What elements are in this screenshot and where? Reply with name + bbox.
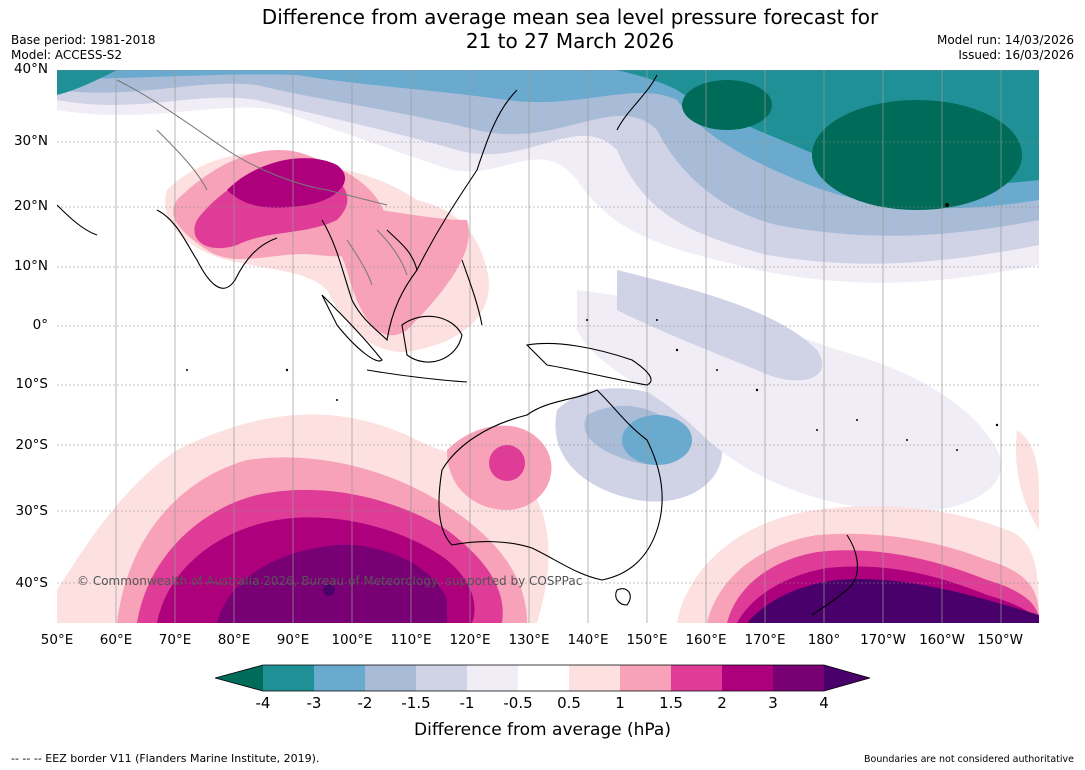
colorbar-tick: 4 <box>819 694 829 712</box>
colorbar-swatch <box>773 665 824 691</box>
model-run: Model run: 14/03/2026 <box>936 33 1074 47</box>
colorbar-swatch <box>671 665 722 691</box>
colorbar-swatch <box>620 665 671 691</box>
colorbar-tick: -3 <box>306 694 322 712</box>
lon-label: 120°E <box>449 632 491 648</box>
lon-label: 150°E <box>626 632 668 648</box>
lon-label: 160°E <box>685 632 727 648</box>
eez-legend: -- -- -- EEZ border V11 (Flanders Marine… <box>11 752 320 765</box>
lat-label: 20°S <box>15 437 49 453</box>
colorbar-tick: 3 <box>768 694 778 712</box>
lat-label: 40°S <box>15 575 49 591</box>
lat-label: 0° <box>32 317 48 333</box>
lon-label: 100°E <box>331 632 373 648</box>
lon-label: 170°E <box>744 632 786 648</box>
lat-label: 20°N <box>13 198 48 214</box>
lon-label: 80°E <box>217 632 251 648</box>
colorbar-tick: -1.5 <box>401 694 431 712</box>
lat-label: 10°S <box>15 376 49 392</box>
lat-label: 40°N <box>13 61 48 77</box>
colorbar-swatch <box>365 665 416 691</box>
coastlines <box>57 74 858 616</box>
lat-label: 10°N <box>13 258 48 274</box>
copyright-note: © Commonwealth of Australia 2026, Bureau… <box>77 574 583 588</box>
lon-label: 150°W <box>977 632 1023 648</box>
title-line-2: 21 to 27 March 2026 <box>465 29 675 53</box>
lat-label: 30°S <box>15 503 49 519</box>
lon-label: 110°E <box>390 632 432 648</box>
lat-label: 30°N <box>13 133 48 149</box>
lon-label: 180° <box>807 632 841 648</box>
colorbar-extend-low <box>215 665 263 691</box>
boundaries-note: Boundaries are not considered authoritat… <box>864 754 1074 765</box>
lon-label: 90°E <box>276 632 310 648</box>
colorbar-tick: -1 <box>459 694 475 712</box>
lon-label: 170°W <box>860 632 906 648</box>
model-name: Model: ACCESS-S2 <box>11 48 123 62</box>
colorbar-tick: 1.5 <box>659 694 683 712</box>
colorbar-swatch <box>416 665 467 691</box>
lon-label: 70°E <box>158 632 192 648</box>
colorbar-tick: 0.5 <box>557 694 581 712</box>
colorbar-swatch <box>569 665 620 691</box>
meta-right: Model run: 14/03/2026 Issued: 16/03/2026 <box>937 33 1074 63</box>
lon-label: 160°W <box>919 632 965 648</box>
colorbar-label: Difference from average (hPa) <box>414 720 671 740</box>
colorbar <box>215 664 870 692</box>
colorbar-tick: -2 <box>357 694 373 712</box>
lon-label: 140°E <box>567 632 609 648</box>
map-title: Difference from average mean sea level p… <box>0 5 1085 53</box>
colorbar-tick: -0.5 <box>503 694 533 712</box>
colorbar-swatch <box>314 665 365 691</box>
lon-label: 50°E <box>40 632 74 648</box>
colorbar-tick: -4 <box>255 694 271 712</box>
meta-left: Base period: 1981-2018 Model: ACCESS-S2 <box>11 33 156 63</box>
colorbar-extend-high <box>824 665 870 691</box>
colorbar-tick: 2 <box>717 694 727 712</box>
lon-label: 130°E <box>508 632 550 648</box>
colorbar-swatch <box>467 665 518 691</box>
colorbar-swatch <box>518 665 569 691</box>
lon-label: 60°E <box>99 632 133 648</box>
issued-date: Issued: 16/03/2026 <box>958 48 1074 62</box>
base-period: Base period: 1981-2018 <box>11 33 156 47</box>
pressure-map <box>57 70 1039 623</box>
colorbar-swatch <box>722 665 773 691</box>
colorbar-swatch <box>263 665 314 691</box>
colorbar-tick: 1 <box>615 694 625 712</box>
title-line-1: Difference from average mean sea level p… <box>261 5 879 29</box>
map-canvas <box>57 70 1039 623</box>
